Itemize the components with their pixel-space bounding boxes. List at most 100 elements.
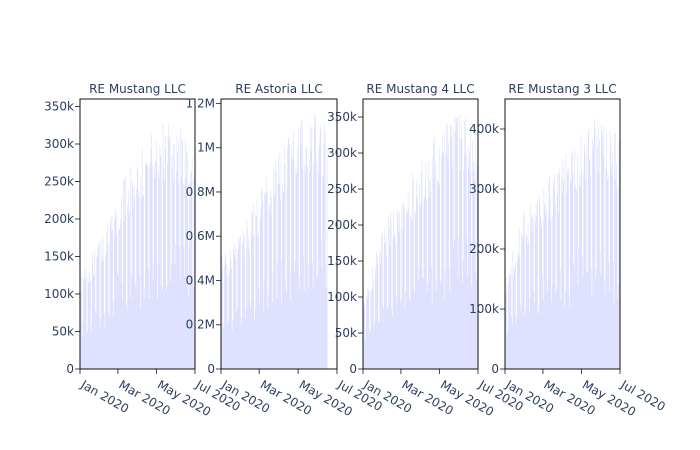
bar	[138, 196, 139, 369]
bar	[125, 176, 127, 369]
bar	[573, 262, 574, 369]
bar	[462, 282, 463, 369]
bar	[529, 311, 530, 369]
bar	[273, 167, 274, 369]
bar	[312, 287, 314, 369]
bar	[324, 123, 325, 369]
bar	[455, 117, 457, 369]
bar	[442, 152, 444, 369]
subplot-title: RE Astoria LLC	[235, 82, 322, 96]
bar	[241, 325, 242, 369]
bar	[387, 309, 388, 369]
bar	[464, 121, 465, 369]
bar	[366, 296, 367, 369]
bar	[310, 125, 311, 370]
bar	[568, 168, 569, 369]
bar	[262, 202, 264, 369]
bar	[171, 154, 173, 369]
bar	[534, 213, 536, 369]
bar	[416, 181, 417, 369]
bar	[402, 230, 403, 369]
bar	[289, 265, 291, 369]
bar	[263, 311, 264, 369]
bar	[440, 279, 442, 369]
bar	[387, 306, 389, 369]
bar	[177, 181, 179, 369]
bar	[182, 183, 184, 369]
bar	[81, 276, 82, 369]
bar	[134, 197, 135, 369]
bar	[84, 269, 86, 369]
bar	[326, 148, 328, 369]
bar	[549, 197, 551, 369]
bar	[319, 125, 321, 369]
bar	[247, 248, 249, 369]
bar	[324, 131, 326, 369]
bar	[165, 136, 166, 369]
bar	[616, 164, 617, 369]
bar	[593, 143, 595, 369]
bar	[230, 259, 232, 369]
bar	[440, 282, 441, 369]
bar	[245, 309, 247, 369]
bar	[93, 275, 95, 369]
bar	[169, 140, 170, 369]
bar	[145, 163, 146, 369]
bar	[558, 213, 559, 369]
bar	[397, 214, 399, 369]
plot-frame	[79, 98, 196, 370]
bar	[266, 191, 268, 369]
bar	[543, 188, 545, 369]
bar	[105, 257, 106, 369]
bar	[375, 277, 377, 369]
bar	[453, 240, 455, 369]
bar	[190, 172, 192, 369]
bar	[544, 206, 546, 369]
bar	[372, 267, 374, 369]
bar	[145, 164, 147, 369]
bar	[410, 216, 411, 369]
bar	[469, 172, 471, 369]
bar	[126, 310, 128, 369]
bar	[458, 236, 460, 369]
bar	[100, 318, 101, 369]
bar-series	[363, 115, 478, 370]
bar	[224, 265, 225, 369]
bar	[566, 173, 568, 369]
bar	[558, 168, 560, 369]
bar	[237, 249, 239, 369]
bar	[322, 176, 323, 369]
y-tick-label: 200k	[44, 212, 74, 226]
bar	[107, 223, 108, 369]
bar	[228, 319, 229, 369]
bar	[137, 171, 139, 369]
bar	[314, 126, 316, 369]
bar	[396, 302, 398, 369]
bar	[104, 312, 105, 369]
bar	[259, 302, 260, 369]
bar	[404, 209, 405, 369]
bar	[172, 166, 173, 369]
bar	[553, 181, 554, 369]
bar	[269, 204, 271, 369]
bar	[153, 263, 154, 369]
bar	[506, 276, 507, 369]
bar	[85, 268, 87, 369]
bar	[400, 301, 401, 369]
bar	[254, 321, 255, 369]
bar	[116, 214, 117, 369]
bar	[281, 259, 283, 369]
bar	[112, 301, 114, 369]
bar	[80, 292, 82, 369]
bar	[596, 134, 598, 369]
bar	[156, 141, 158, 369]
bar	[254, 309, 256, 369]
bar	[618, 141, 620, 369]
bar	[263, 278, 265, 369]
bar	[447, 124, 448, 369]
bar	[314, 113, 315, 370]
bar	[295, 170, 297, 369]
bar	[530, 205, 531, 369]
bar	[441, 137, 443, 369]
